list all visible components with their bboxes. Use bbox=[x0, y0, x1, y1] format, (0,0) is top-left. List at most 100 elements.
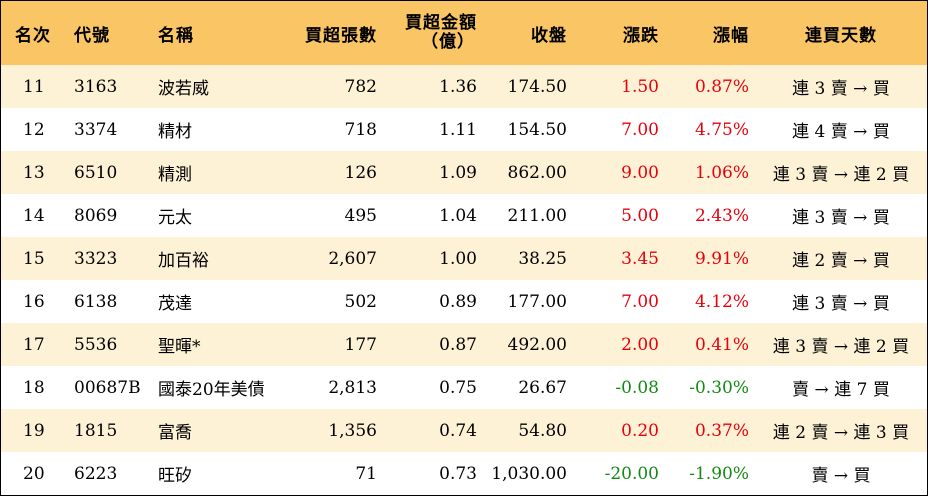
cell-net-amount: 0.89 bbox=[439, 291, 477, 312]
cell-streak: 連 3 賣 → 連 2 買 bbox=[772, 165, 910, 185]
cell-change-pct: 4.75% bbox=[694, 119, 749, 140]
cell-code: 8069 bbox=[74, 205, 118, 226]
cell-change: -20.00 bbox=[604, 463, 659, 484]
cell-net-amount: 0.75 bbox=[439, 377, 477, 398]
cell-net-lots: 1,356 bbox=[328, 420, 377, 441]
cell-name: 茂達 bbox=[158, 294, 192, 314]
cell-rank: 20 bbox=[23, 463, 45, 484]
cell-streak: 連 3 賣 → 買 bbox=[792, 294, 890, 314]
cell-change: 9.00 bbox=[621, 162, 659, 183]
cell-streak: 連 2 賣 → 連 3 買 bbox=[772, 423, 910, 443]
cell-streak: 連 3 賣 → 買 bbox=[792, 208, 890, 228]
table-header: 名次 代號 名稱 買超張數 買超金額 （億） 收盤 漲跌 漲幅 連買天數 bbox=[1, 1, 927, 65]
cell-name: 波若威 bbox=[158, 79, 209, 99]
cell-net-lots: 502 bbox=[344, 291, 377, 312]
cell-change-pct: 4.12% bbox=[694, 291, 749, 312]
header-net-amount-label: 買超金額 bbox=[405, 13, 477, 33]
header-change-pct: 漲幅 bbox=[713, 25, 749, 46]
cell-net-lots: 495 bbox=[344, 205, 377, 226]
header-net-lots: 買超張數 bbox=[305, 25, 377, 46]
cell-code: 1815 bbox=[74, 420, 118, 441]
cell-rank: 19 bbox=[23, 420, 45, 441]
cell-code: 3374 bbox=[74, 119, 118, 140]
cell-change: 3.45 bbox=[621, 248, 659, 269]
cell-close: 38.25 bbox=[518, 248, 567, 269]
table-row: 16 6138 茂達 502 0.89 177.00 7.00 4.12% 連 3 賣 → 買 bbox=[1, 280, 927, 323]
header-rank: 名次 bbox=[15, 25, 51, 46]
cell-name: 國泰20年美債 bbox=[158, 380, 265, 400]
cell-change-pct: 2.43% bbox=[694, 205, 749, 226]
cell-change-pct: 1.06% bbox=[694, 162, 749, 183]
table-row: 19 1815 富喬 1,356 0.74 54.80 0.20 0.37% 連 2 賣 → 連… bbox=[1, 409, 927, 452]
table-row: 12 3374 精材 718 1.11 154.50 7.00 4.75% 連 4 賣 → 買 bbox=[1, 108, 927, 151]
cell-net-amount: 0.87 bbox=[439, 334, 477, 355]
cell-streak: 連 3 賣 → 買 bbox=[792, 79, 890, 99]
cell-change: -0.08 bbox=[615, 377, 659, 398]
cell-net-amount: 1.00 bbox=[439, 248, 477, 269]
cell-rank: 14 bbox=[23, 205, 45, 226]
cell-net-lots: 177 bbox=[344, 334, 377, 355]
cell-code: 5536 bbox=[74, 334, 118, 355]
cell-name: 精材 bbox=[158, 122, 192, 142]
cell-rank: 11 bbox=[23, 76, 45, 97]
cell-code: 6138 bbox=[74, 291, 118, 312]
cell-change: 1.50 bbox=[621, 76, 659, 97]
cell-code: 3163 bbox=[74, 76, 118, 97]
cell-change-pct: 0.41% bbox=[694, 334, 749, 355]
cell-name: 聖暉* bbox=[158, 337, 201, 357]
cell-rank: 17 bbox=[23, 334, 45, 355]
cell-net-lots: 2,813 bbox=[328, 377, 377, 398]
cell-name: 元太 bbox=[158, 208, 192, 228]
cell-net-lots: 126 bbox=[344, 162, 377, 183]
cell-change-pct: 9.91% bbox=[694, 248, 749, 269]
cell-net-amount: 1.09 bbox=[439, 162, 477, 183]
cell-change-pct: 0.87% bbox=[694, 76, 749, 97]
cell-net-amount: 1.36 bbox=[439, 76, 477, 97]
cell-change-pct: -1.90% bbox=[689, 463, 749, 484]
cell-change: 0.20 bbox=[621, 420, 659, 441]
cell-net-amount: 1.11 bbox=[439, 119, 477, 140]
cell-net-amount: 0.74 bbox=[439, 420, 477, 441]
cell-streak: 賣 → 連 7 買 bbox=[792, 380, 890, 400]
cell-close: 1,030.00 bbox=[491, 463, 567, 484]
cell-close: 211.00 bbox=[507, 205, 567, 226]
table-row: 18 00687B 國泰20年美債 2,813 0.75 26.67 -0.08 -0.30%… bbox=[1, 366, 927, 409]
cell-change-pct: -0.30% bbox=[689, 377, 749, 398]
header-close: 收盤 bbox=[531, 25, 567, 46]
cell-change: 7.00 bbox=[621, 119, 659, 140]
table-row: 15 3323 加百裕 2,607 1.00 38.25 3.45 9.91% 連 2 賣 → … bbox=[1, 237, 927, 280]
cell-net-lots: 2,607 bbox=[328, 248, 377, 269]
header-net-amount: 買超金額 （億） bbox=[381, 1, 477, 65]
cell-close: 154.50 bbox=[507, 119, 567, 140]
header-net-amount-unit: （億） bbox=[421, 32, 475, 52]
cell-change: 5.00 bbox=[621, 205, 659, 226]
cell-streak: 連 4 賣 → 買 bbox=[792, 122, 890, 142]
cell-name: 加百裕 bbox=[158, 251, 209, 271]
cell-code: 6510 bbox=[74, 162, 118, 183]
header-code: 代號 bbox=[74, 25, 110, 46]
header-name: 名稱 bbox=[158, 25, 194, 46]
cell-change: 2.00 bbox=[621, 334, 659, 355]
cell-close: 177.00 bbox=[507, 291, 567, 312]
table-row: 11 3163 波若威 782 1.36 174.50 1.50 0.87% 連 3 賣 → 買 bbox=[1, 65, 927, 108]
cell-rank: 16 bbox=[23, 291, 45, 312]
cell-name: 富喬 bbox=[158, 423, 192, 443]
cell-close: 174.50 bbox=[507, 76, 567, 97]
cell-net-amount: 0.73 bbox=[439, 463, 477, 484]
cell-net-lots: 718 bbox=[344, 119, 377, 140]
cell-change-pct: 0.37% bbox=[694, 420, 749, 441]
cell-net-amount: 1.04 bbox=[439, 205, 477, 226]
table-row: 17 5536 聖暉* 177 0.87 492.00 2.00 0.41% 連 3 賣 → 連… bbox=[1, 323, 927, 366]
table-row: 20 6223 旺矽 71 0.73 1,030.00 -20.00 -1.90% 賣 → 買 bbox=[1, 452, 927, 495]
cell-rank: 18 bbox=[23, 377, 45, 398]
cell-net-lots: 782 bbox=[344, 76, 377, 97]
table-row: 13 6510 精測 126 1.09 862.00 9.00 1.06% 連 3 賣 → 連 … bbox=[1, 151, 927, 194]
cell-code: 6223 bbox=[74, 463, 118, 484]
header-change: 漲跌 bbox=[623, 25, 659, 46]
cell-close: 492.00 bbox=[507, 334, 567, 355]
cell-net-lots: 71 bbox=[355, 463, 377, 484]
table-row: 14 8069 元太 495 1.04 211.00 5.00 2.43% 連 3 賣 → 買 bbox=[1, 194, 927, 237]
cell-close: 26.67 bbox=[518, 377, 567, 398]
cell-streak: 連 2 賣 → 買 bbox=[792, 251, 890, 271]
